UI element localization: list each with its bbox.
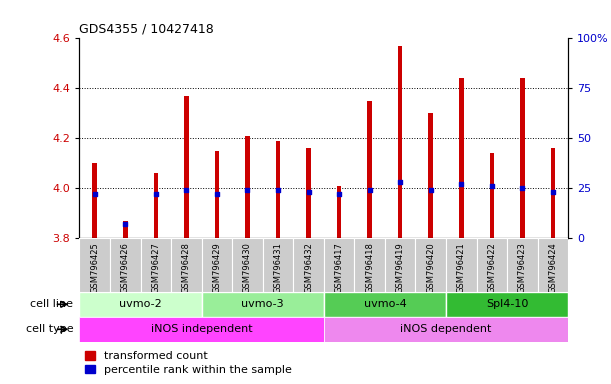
Bar xyxy=(324,292,446,317)
Text: iNOS independent: iNOS independent xyxy=(151,324,252,334)
Bar xyxy=(171,238,202,292)
Point xyxy=(426,187,436,193)
Text: GSM796425: GSM796425 xyxy=(90,242,99,293)
Text: cell type: cell type xyxy=(26,324,73,334)
Text: GSM796417: GSM796417 xyxy=(335,242,343,293)
Text: GSM796426: GSM796426 xyxy=(121,242,130,293)
Text: uvmo-2: uvmo-2 xyxy=(119,299,162,310)
Bar xyxy=(202,238,232,292)
Bar xyxy=(245,136,250,238)
Point xyxy=(304,189,313,195)
Bar xyxy=(293,238,324,292)
Text: GSM796418: GSM796418 xyxy=(365,242,374,293)
Bar xyxy=(324,238,354,292)
Point xyxy=(487,183,497,189)
Bar xyxy=(337,186,342,238)
Bar xyxy=(354,238,385,292)
Text: GSM796427: GSM796427 xyxy=(152,242,160,293)
Text: GSM796420: GSM796420 xyxy=(426,242,435,293)
Bar xyxy=(79,292,202,317)
Text: iNOS dependent: iNOS dependent xyxy=(400,324,492,334)
Text: GSM796419: GSM796419 xyxy=(396,242,404,293)
Bar xyxy=(153,173,158,238)
Text: GSM796422: GSM796422 xyxy=(488,242,496,293)
Bar xyxy=(446,238,477,292)
Text: GSM796423: GSM796423 xyxy=(518,242,527,293)
Legend: transformed count, percentile rank within the sample: transformed count, percentile rank withi… xyxy=(85,351,291,375)
Bar xyxy=(202,292,324,317)
Point xyxy=(181,187,191,193)
Text: uvmo-3: uvmo-3 xyxy=(241,299,284,310)
Point xyxy=(120,221,130,227)
Point xyxy=(334,191,344,197)
Point xyxy=(456,181,466,187)
Text: GSM796429: GSM796429 xyxy=(213,242,221,293)
Bar xyxy=(324,317,568,342)
Bar xyxy=(428,113,433,238)
Text: GSM796431: GSM796431 xyxy=(274,242,282,293)
Bar xyxy=(446,292,568,317)
Bar xyxy=(507,238,538,292)
Bar xyxy=(141,238,171,292)
Text: GSM796421: GSM796421 xyxy=(457,242,466,293)
Point xyxy=(212,191,222,197)
Bar xyxy=(538,238,568,292)
Point xyxy=(273,187,283,193)
Bar xyxy=(232,238,263,292)
Bar xyxy=(489,153,494,238)
Bar xyxy=(551,148,555,238)
Bar xyxy=(92,163,97,238)
Bar xyxy=(79,238,110,292)
Point xyxy=(395,179,405,185)
Point xyxy=(548,189,558,195)
Bar xyxy=(263,238,293,292)
Text: uvmo-4: uvmo-4 xyxy=(364,299,406,310)
Bar xyxy=(520,78,525,238)
Bar xyxy=(477,238,507,292)
Bar xyxy=(398,46,403,238)
Bar xyxy=(110,238,141,292)
Bar xyxy=(306,148,311,238)
Point xyxy=(243,187,252,193)
Bar xyxy=(79,317,324,342)
Bar xyxy=(123,220,128,238)
Bar xyxy=(276,141,280,238)
Point xyxy=(518,185,527,191)
Text: GSM796424: GSM796424 xyxy=(549,242,557,293)
Text: GSM796432: GSM796432 xyxy=(304,242,313,293)
Text: cell line: cell line xyxy=(31,299,73,310)
Text: GDS4355 / 10427418: GDS4355 / 10427418 xyxy=(79,23,214,36)
Bar xyxy=(385,238,415,292)
Bar xyxy=(367,101,372,238)
Text: GSM796428: GSM796428 xyxy=(182,242,191,293)
Bar xyxy=(415,238,446,292)
Bar xyxy=(214,151,219,238)
Text: Spl4-10: Spl4-10 xyxy=(486,299,529,310)
Point xyxy=(90,191,100,197)
Bar xyxy=(459,78,464,238)
Point xyxy=(151,191,161,197)
Text: GSM796430: GSM796430 xyxy=(243,242,252,293)
Bar xyxy=(184,96,189,238)
Point xyxy=(365,187,375,193)
